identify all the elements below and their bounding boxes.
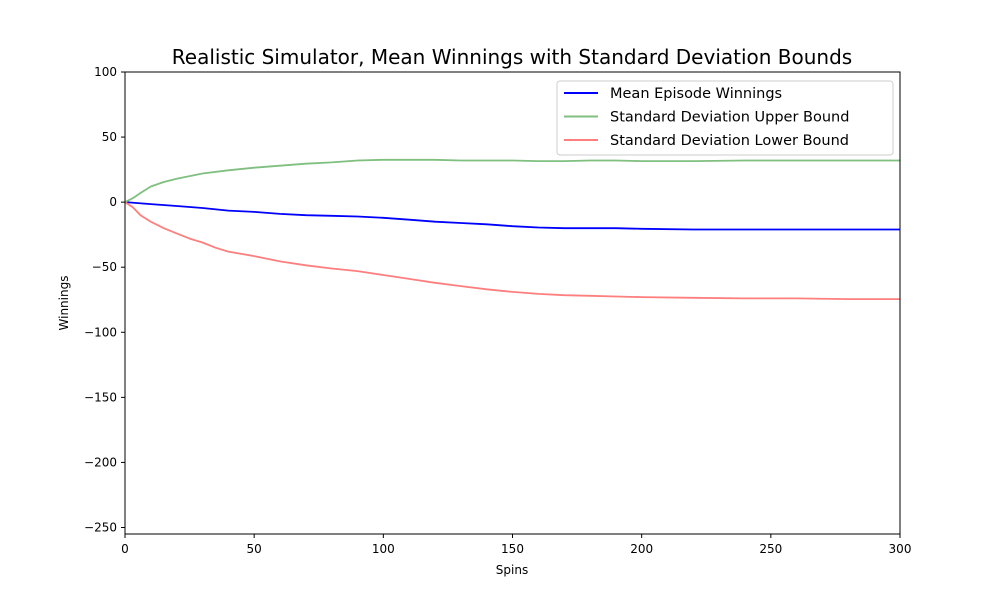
y-axis-label: Winnings	[57, 276, 71, 331]
y-tick-label: −100	[84, 325, 117, 339]
legend-label: Standard Deviation Lower Bound	[610, 133, 849, 149]
series-line-3	[124, 201, 900, 301]
plot-frame	[124, 71, 901, 535]
legend-label: Standard Deviation Upper Bound	[610, 110, 849, 126]
y-tick-label: −50	[92, 260, 117, 274]
y-tick-label: −150	[84, 390, 117, 404]
legend-box	[556, 80, 894, 156]
x-tick-label: 150	[501, 542, 524, 556]
series-line-2	[124, 158, 900, 203]
series-lines	[124, 158, 900, 301]
x-axis-label: Spins	[496, 563, 528, 577]
x-tick-label: 50	[247, 542, 262, 556]
x-tick-label: 100	[372, 542, 395, 556]
x-tick-label: 250	[759, 542, 782, 556]
series-line-1	[124, 201, 900, 231]
y-tick-label: −250	[84, 520, 117, 534]
chart-title: Realistic Simulator, Mean Winnings with …	[172, 45, 852, 69]
legend-label: Mean Episode Winnings	[610, 86, 782, 102]
y-tick-label: 50	[102, 130, 117, 144]
y-tick-label: −200	[84, 455, 117, 469]
x-axis-ticks: 0 50 100 150 200 250 300	[121, 534, 911, 556]
y-tick-label: 0	[109, 195, 117, 209]
x-tick-label: 200	[630, 542, 653, 556]
x-tick-label: 0	[121, 542, 129, 556]
x-tick-label: 300	[889, 542, 912, 556]
y-axis-ticks: 100 50 0 −50 −100 −150 −200 −250	[84, 65, 125, 534]
legend: Mean Episode Winnings Standard Deviation …	[556, 80, 894, 156]
y-tick-label: 100	[94, 65, 117, 79]
